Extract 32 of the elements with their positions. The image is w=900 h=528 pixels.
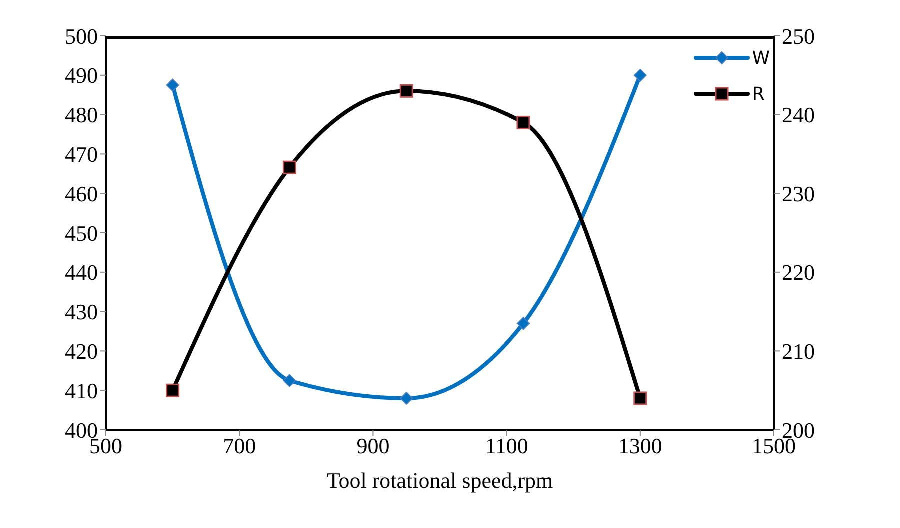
x-axis-title: Tool rotational speed,rpm [326, 468, 554, 493]
x-tick-label: 1100 [485, 434, 528, 459]
point [634, 68, 647, 82]
y-tick-label: 480 [65, 102, 98, 128]
x-tick-label: 900 [356, 434, 390, 459]
y2-tick-label: 250 [782, 24, 815, 49]
x-tick-label: 1300 [618, 434, 662, 459]
y-tick-label: 450 [65, 220, 98, 246]
y-tick-label: 420 [65, 339, 98, 364]
y2-tick-label: 240 [782, 102, 815, 128]
point [516, 116, 530, 130]
y2-tick-label: 220 [782, 260, 815, 286]
y-tick-label: 470 [65, 142, 98, 168]
point [400, 392, 414, 405]
x-tick-label: 700 [223, 434, 256, 459]
point [283, 374, 296, 388]
point [400, 84, 414, 98]
y2-tick-label: 210 [782, 339, 815, 364]
y-tick-label: 430 [65, 300, 98, 325]
y-tick-label: 410 [65, 378, 98, 404]
y-tick-label: 490 [65, 63, 98, 88]
y-tick-label: 460 [65, 181, 98, 206]
legend-label: W [752, 48, 770, 68]
point [517, 317, 530, 330]
y-tick-label: 440 [65, 260, 98, 286]
point [282, 160, 296, 174]
point [166, 78, 180, 92]
y2-tick-label: 230 [782, 181, 815, 206]
point [634, 392, 648, 406]
legend-label: R [752, 84, 765, 104]
y-tick-label: 500 [65, 24, 98, 49]
point [166, 384, 180, 398]
